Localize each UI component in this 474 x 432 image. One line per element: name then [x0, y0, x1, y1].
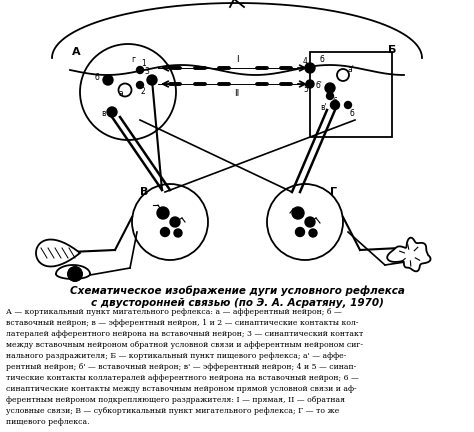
Circle shape — [71, 270, 79, 278]
Text: Г: Г — [330, 187, 337, 197]
Circle shape — [345, 102, 352, 108]
Text: В: В — [140, 187, 148, 197]
Text: синаптические контакты между вставочным нейроном прямой условной связи и аф-: синаптические контакты между вставочным … — [6, 385, 356, 393]
Text: б: б — [350, 108, 355, 118]
Text: б': б' — [316, 82, 323, 90]
Circle shape — [170, 217, 180, 227]
Circle shape — [103, 75, 113, 85]
Polygon shape — [36, 239, 80, 267]
Text: 3: 3 — [144, 67, 149, 76]
Text: 5: 5 — [303, 85, 308, 93]
Text: 1: 1 — [141, 58, 146, 67]
Text: 4: 4 — [303, 57, 308, 66]
Text: б: б — [95, 73, 100, 83]
Text: тические контакты коллатералей афферентного нейрона на вставочный нейрон; 6 —: тические контакты коллатералей афферентн… — [6, 374, 359, 382]
Circle shape — [157, 207, 169, 219]
Text: г: г — [131, 55, 135, 64]
Text: с двусторонней связью (по Э. А. Асратяну, 1970): с двусторонней связью (по Э. А. Асратяну… — [91, 298, 383, 308]
Text: II: II — [234, 89, 240, 98]
Circle shape — [330, 101, 339, 109]
Circle shape — [137, 82, 144, 89]
Text: нального раздражителя; Б — кортикальный пункт пищевого рефлекса; а' — аффе-: нального раздражителя; Б — кортикальный … — [6, 352, 346, 360]
Text: пищевого рефлекса.: пищевого рефлекса. — [6, 418, 90, 426]
Text: Б: Б — [388, 45, 396, 55]
Text: б: б — [320, 55, 325, 64]
Circle shape — [68, 267, 82, 281]
Circle shape — [305, 217, 315, 227]
Circle shape — [309, 229, 317, 237]
Text: а: а — [119, 89, 124, 98]
Circle shape — [306, 80, 314, 88]
Text: между вставочным нейроном обратной условной связи и афферентным нейроном сиг-: между вставочным нейроном обратной услов… — [6, 341, 363, 349]
Circle shape — [325, 83, 335, 93]
Text: Схематическое изображение дуги условного рефлекса: Схематическое изображение дуги условного… — [70, 285, 404, 295]
Polygon shape — [387, 238, 430, 271]
Text: 6: 6 — [333, 96, 338, 105]
Circle shape — [292, 207, 304, 219]
Text: а': а' — [348, 66, 355, 74]
Text: А — кортикальный пункт мигательного рефлекса: а — афферентный нейрон; б —: А — кортикальный пункт мигательного рефл… — [6, 308, 342, 316]
Circle shape — [107, 107, 117, 117]
Circle shape — [327, 92, 334, 99]
Text: условные связи; В — субкортикальный пункт мигательного рефлекса; Г — то же: условные связи; В — субкортикальный пунк… — [6, 407, 339, 415]
Circle shape — [295, 228, 304, 236]
Text: I: I — [236, 55, 238, 64]
Text: в': в' — [320, 102, 327, 111]
Circle shape — [305, 63, 315, 73]
Circle shape — [137, 67, 144, 73]
Text: ферентным нейроном подкрепляющего раздражителя: I — прямая, II — обратная: ферентным нейроном подкрепляющего раздра… — [6, 396, 345, 404]
Text: 2: 2 — [141, 86, 146, 95]
Text: рентный нейрон; б' — вставочный нейрон; в' — эфферентный нейрон; 4 и 5 — синап-: рентный нейрон; б' — вставочный нейрон; … — [6, 363, 356, 371]
Text: А: А — [72, 47, 81, 57]
Circle shape — [147, 75, 157, 85]
Text: в: в — [101, 109, 106, 118]
Text: вставочный нейрон; в — эфферентный нейрон, 1 и 2 — синаптические контакты кол-: вставочный нейрон; в — эфферентный нейро… — [6, 319, 358, 327]
Text: латералей афферентного нейрона на вставочный нейрон; 3 — синаптический контакт: латералей афферентного нейрона на вставо… — [6, 330, 363, 338]
Circle shape — [161, 228, 170, 236]
Circle shape — [174, 229, 182, 237]
Bar — [310, 52, 392, 137]
